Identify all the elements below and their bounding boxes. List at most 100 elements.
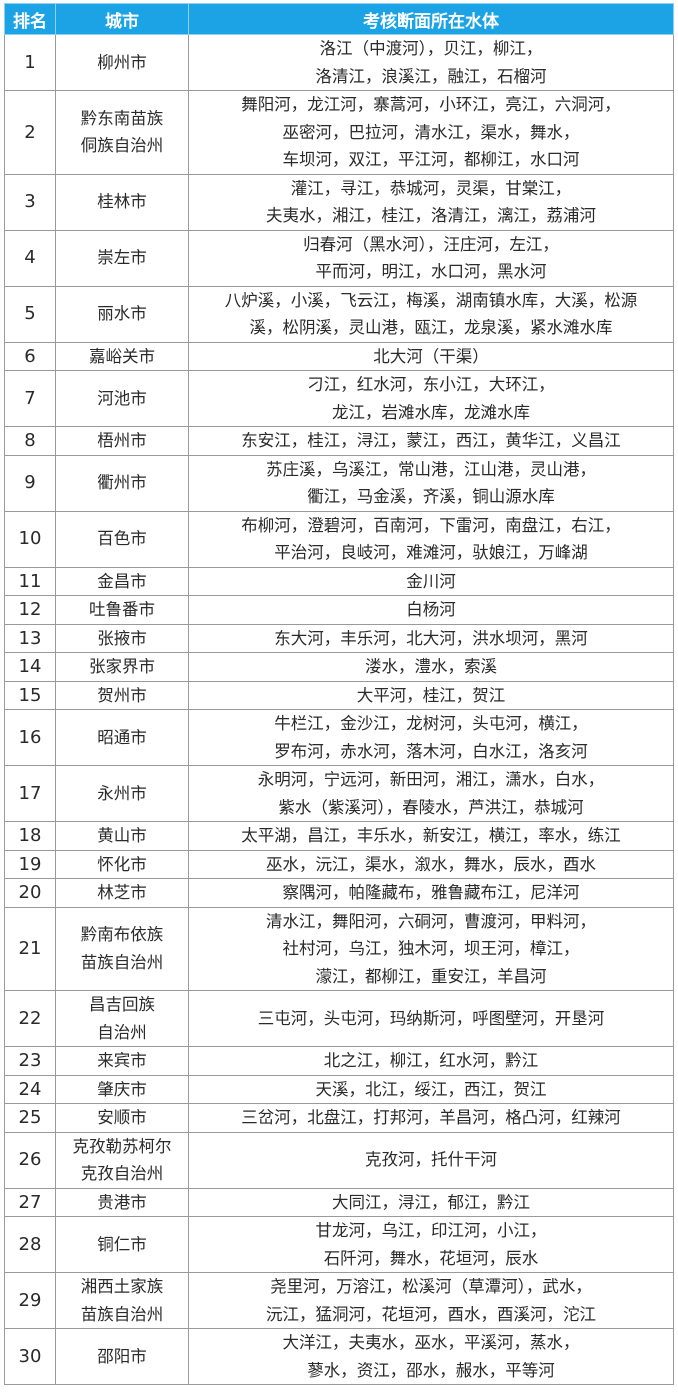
rank-cell: 26: [4, 1131, 56, 1189]
city-cell: 张家界市: [55, 652, 189, 682]
water-cell: 舞阳河，龙江河，寨蒿河，小环江，亮江，六洞河， 巫密河，巴拉河，清水江，渠水，舞水…: [188, 90, 674, 175]
city-line: 来宾市: [97, 1051, 147, 1070]
water-line: 牛栏江，金沙江，龙树河，头屯河，横江，: [274, 714, 588, 733]
rank-cell: 3: [4, 173, 56, 231]
water-line: 白杨河: [406, 600, 456, 619]
header-rank: 排名: [4, 3, 56, 35]
rank-cell: 24: [4, 1074, 56, 1104]
rank-cell: 9: [4, 454, 56, 512]
water-cell: 刁江，红水河，东小江，大环江， 龙江，岩滩水库，龙滩水库: [188, 370, 674, 427]
city-line: 黔东南苗族: [80, 108, 164, 128]
city-line: 百色市: [97, 529, 147, 549]
rank-cell: 10: [4, 510, 56, 568]
rank-cell: 19: [4, 849, 56, 879]
table-row: 18 黄山市 太平湖，昌江，丰乐水，新安江，横江，率水，练江: [4, 821, 674, 851]
water-cell: 永明河，宁远河，新田河，湘江，潇水，白水， 紫水（紫溪河），春陵水，芦洪江，恭城河: [188, 765, 674, 822]
water-cell: 太平湖，昌江，丰乐水，新安江，横江，率水，练江: [188, 821, 674, 851]
city-cell: 来宾市: [55, 1046, 189, 1076]
city-line: 邵阳市: [97, 1346, 147, 1366]
water-line: 罗布河，赤水河，落木河，白水江，洛亥河: [274, 741, 588, 761]
water-line: 大同江，浔江，郁江，黔江: [332, 1192, 530, 1212]
city-line: 贺州市: [97, 685, 147, 705]
city-cell: 肇庆市: [55, 1074, 189, 1104]
city-cell: 安顺市: [55, 1103, 189, 1133]
water-cell: 灌江，寻江，恭城河，灵渠，甘棠江， 夫夷水，湘江，桂江，洛清江，漓江，荔浦河: [188, 173, 674, 231]
city-line: 黄山市: [97, 826, 147, 845]
city-line: 自治州: [97, 1022, 147, 1042]
rank-cell: 5: [4, 285, 56, 343]
rank-cell: 27: [4, 1187, 56, 1217]
city-cell: 湘西土家族 苗族自治州: [55, 1272, 189, 1329]
water-line: 天溪，北江，绥江，西江，贺江: [315, 1079, 547, 1099]
table-row: 9 衢州市 苏庄溪，乌溪江，常山港，江山港，灵山港， 衢江，马金溪，齐溪，铜山源水库: [4, 454, 674, 512]
water-cell: 三岔河，北盘江，打邦河，羊昌河，格凸河，红辣河: [188, 1103, 674, 1133]
table-row: 26 克孜勒苏柯尔 克孜自治州 克孜河，托什干河: [4, 1131, 674, 1189]
water-line: 归春河（黑水河），汪庄河，左江，: [303, 234, 559, 254]
water-line: 北之江，柳江，红水河，黔江: [323, 1051, 539, 1070]
rank-cell: 6: [4, 341, 56, 371]
table-row: 21 黔南布依族 苗族自治州 清水江，舞阳河，六硐河，曹渡河，甲料河， 社村河，乌江，独…: [4, 906, 674, 991]
table-row: 1 柳州市 洛江（中渡河），贝江，柳江， 洛清江，浪溪江，融江，石榴河: [4, 34, 674, 91]
city-line: 吐鲁番市: [89, 600, 155, 619]
city-cell: 贺州市: [55, 680, 189, 710]
city-cell: 怀化市: [55, 849, 189, 879]
water-line: 紫水（紫溪河），春陵水，芦洪江，恭城河: [278, 797, 584, 817]
table-row: 5 丽水市 八炉溪，小溪，飞云江，梅溪，湖南镇水库，大溪，松源 溪，松阴溪，灵山港，瓯…: [4, 285, 674, 343]
rank-cell: 8: [4, 426, 56, 456]
rank-cell: 28: [4, 1216, 56, 1273]
rank-cell: 29: [4, 1272, 56, 1329]
water-body-ranking-table: 排名 城市 考核断面所在水体 1 柳州市 洛江（中渡河），贝江，柳江， 洛清江，浪溪江…: [4, 3, 674, 1385]
water-line: 东安江，桂江，浔江，蒙江，西江，黄华江，义昌江: [241, 431, 621, 450]
water-cell: 牛栏江，金沙江，龙树河，头屯河，横江， 罗布河，赤水河，落木河，白水江，洛亥河: [188, 709, 674, 766]
water-line: 平治河，良岐河，难滩河，驮娘江，万峰湖: [274, 543, 588, 562]
table-row: 8 梧州市 东安江，桂江，浔江，蒙江，西江，黄华江，义昌江: [4, 426, 674, 456]
rank-cell: 13: [4, 623, 56, 653]
city-cell: 林芝市: [55, 878, 189, 908]
city-cell: 黔东南苗族侗族自治州: [55, 90, 189, 175]
water-line: 石阡河，舞水，花垣河，辰水: [323, 1248, 539, 1268]
city-cell: 贵港市: [55, 1187, 189, 1217]
city-line: 梧州市: [97, 431, 147, 450]
city-line: 贵港市: [97, 1192, 147, 1212]
city-cell: 河池市: [55, 370, 189, 427]
water-line: 甘龙河，乌江，印江河，小江，: [315, 1221, 547, 1240]
table-row: 4 崇左市 归春河（黑水河），汪庄河，左江， 平而河，明江，水口河，黑水河: [4, 229, 674, 287]
city-line: 丽水市: [97, 304, 147, 324]
table-row: 12 吐鲁番市 白杨河: [4, 595, 674, 625]
table-row: 17 永州市 永明河，宁远河，新田河，湘江，潇水，白水， 紫水（紫溪河），春陵水，芦洪…: [4, 765, 674, 822]
city-cell: 衢州市: [55, 454, 189, 512]
table-row: 22 昌吉回族 自治州 三屯河，头屯河，玛纳斯河，呼图壁河，开垦河: [4, 990, 674, 1047]
rank-cell: 21: [4, 906, 56, 991]
water-line: 东大河，丰乐河，北大河，洪水坝河，黑河: [274, 628, 588, 648]
city-cell: 邵阳市: [55, 1328, 189, 1385]
city-line: 嘉峪关市: [89, 346, 155, 366]
water-line: 灌江，寻江，恭城河，灵渠，甘棠江，: [290, 178, 572, 198]
table-row: 10 百色市 布柳河，澄碧河，百南河，下雷河，南盘江，右江， 平治河，良岐河，难滩河，…: [4, 510, 674, 568]
water-cell: 洛江（中渡河），贝江，柳江， 洛清江，浪溪江，融江，石榴河: [188, 34, 674, 91]
water-line: 大洋江，夫夷水，巫水，平溪河，蒸水，: [282, 1333, 580, 1352]
water-line: 克孜河，托什干河: [365, 1150, 497, 1170]
city-cell: 柳州市: [55, 34, 189, 91]
water-line: 车坝河，双江，平江河，都柳江，水口河: [282, 150, 580, 169]
water-cell: 大平河，桂江，贺江: [188, 680, 674, 710]
table-row: 11 金昌市 金川河: [4, 566, 674, 596]
water-line: 永明河，宁远河，新田河，湘江，潇水，白水，: [257, 770, 605, 789]
table-row: 7 河池市 刁江，红水河，东小江，大环江， 龙江，岩滩水库，龙滩水库: [4, 370, 674, 427]
table-row: 29 湘西土家族 苗族自治州 尧里河，万溶江，松溪河（草潭河），武水， 沅江，猛洞河，花…: [4, 1272, 674, 1329]
rank-cell: 15: [4, 680, 56, 710]
city-line: 张家界市: [89, 657, 155, 676]
city-line: 永州市: [97, 783, 147, 803]
rank-cell: 30: [4, 1328, 56, 1385]
water-line: 八炉溪，小溪，飞云江，梅溪，湖南镇水库，大溪，松源: [224, 290, 638, 310]
water-line: 清水江，舞阳河，六硐河，曹渡河，甲料河，: [266, 911, 596, 931]
city-cell: 铜仁市: [55, 1216, 189, 1273]
city-cell: 嘉峪关市: [55, 341, 189, 371]
city-line: 侗族自治州: [80, 136, 164, 156]
water-line: 溪，松阴溪，灵山港，瓯江，龙泉溪，紧水滩水库: [249, 318, 613, 337]
city-cell: 克孜勒苏柯尔 克孜自治州: [55, 1131, 189, 1189]
water-cell: 三屯河，头屯河，玛纳斯河，呼图壁河，开垦河: [188, 990, 674, 1047]
city-line: 肇庆市: [97, 1079, 147, 1099]
city-line: 昌吉回族: [89, 995, 155, 1014]
city-line: 柳州市: [97, 52, 147, 72]
water-cell: 甘龙河，乌江，印江河，小江， 石阡河，舞水，花垣河，辰水: [188, 1216, 674, 1273]
